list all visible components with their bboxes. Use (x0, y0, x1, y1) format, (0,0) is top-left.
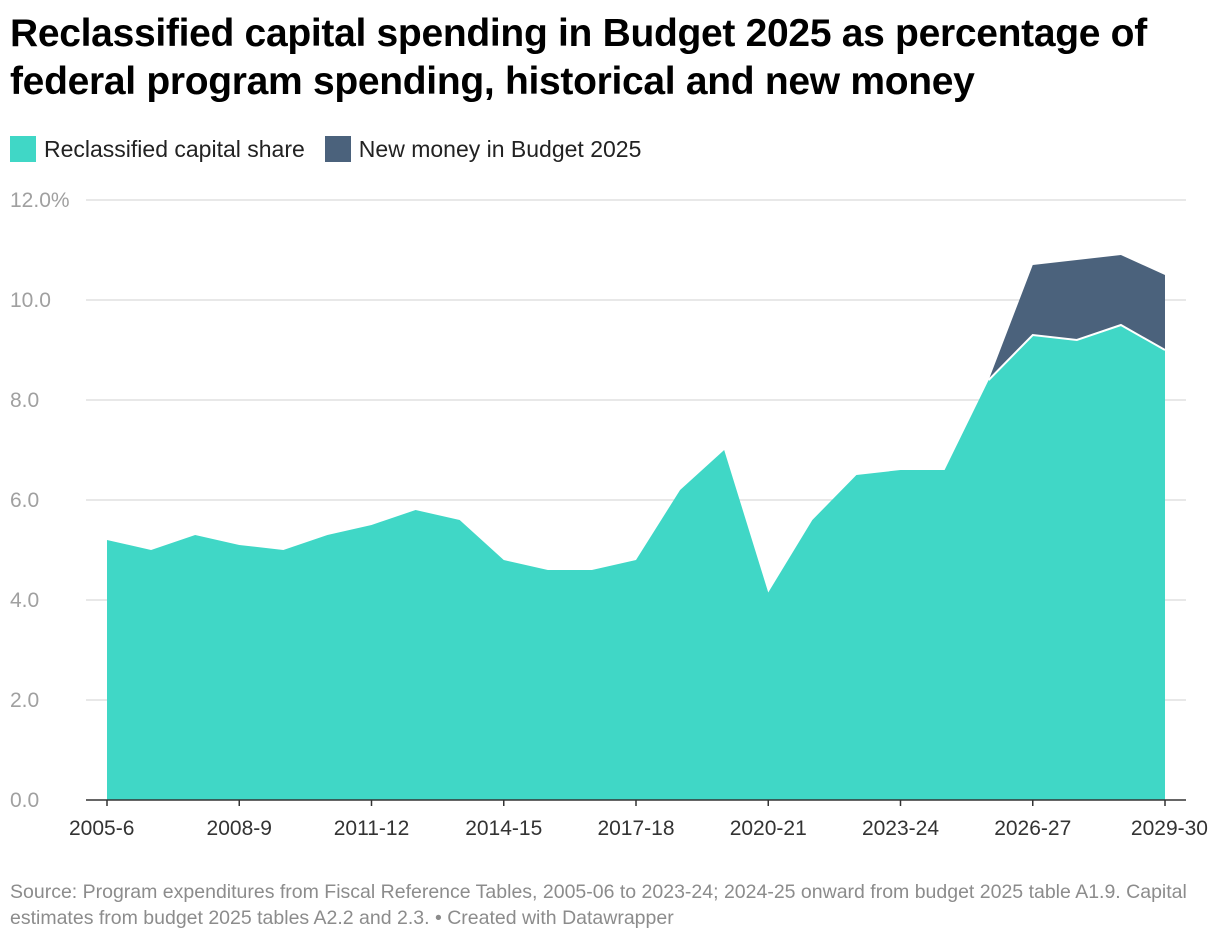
y-tick-label: 2.0 (10, 689, 39, 712)
x-tick-label: 2020-21 (730, 817, 807, 840)
chart-title: Reclassified capital spending in Budget … (10, 12, 1147, 103)
legend-label-new-money: New money in Budget 2025 (358, 135, 642, 162)
chart-areas (107, 255, 1166, 800)
x-tick-label: 2023-24 (862, 817, 939, 840)
x-tick-label: 2017-18 (597, 817, 674, 840)
x-tick-label: 2008-9 (207, 817, 272, 840)
area-reclassified (107, 325, 1165, 800)
source-note: Source: Program expenditures from Fiscal… (10, 881, 1187, 929)
y-tick-label: 10.0 (10, 289, 51, 312)
x-tick-label: 2011-12 (334, 817, 410, 840)
series-boundary-line (987, 323, 1166, 381)
area-chart: 0.0 2.0 4.0 6.0 8.0 10.0 12.0% 2005-6 2008-9 2011… (10, 189, 1208, 840)
legend-item-new-money: New money in Budget 2025 (324, 135, 642, 163)
chart-axes: 0.0 2.0 4.0 6.0 8.0 10.0 12.0% 2005-6 2008-9 2011… (10, 189, 1208, 840)
x-tick-label: 2005-6 (69, 817, 134, 840)
y-tick-label: 6.0 (10, 489, 39, 512)
y-tick-label: 12.0% (10, 189, 70, 212)
x-tick-label: 2026-27 (994, 817, 1071, 840)
y-tick-label: 0.0 (10, 789, 39, 812)
legend-swatch-new-money (324, 136, 351, 162)
x-tick-label: 2029-30 (1131, 817, 1208, 840)
legend-item-reclassified: Reclassified capital share (10, 136, 305, 163)
y-tick-label: 4.0 (10, 589, 39, 612)
legend: Reclassified capital share New money in … (10, 134, 661, 164)
area-new-money (988, 255, 1165, 380)
legend-swatch-reclassified (10, 136, 36, 162)
x-tick-label: 2014-15 (465, 817, 542, 840)
y-tick-label: 8.0 (10, 389, 39, 412)
legend-label-reclassified: Reclassified capital share (44, 135, 305, 162)
